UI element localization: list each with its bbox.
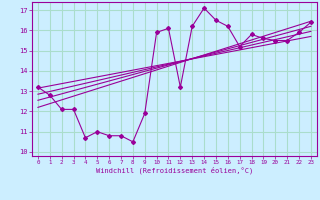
X-axis label: Windchill (Refroidissement éolien,°C): Windchill (Refroidissement éolien,°C) — [96, 167, 253, 174]
